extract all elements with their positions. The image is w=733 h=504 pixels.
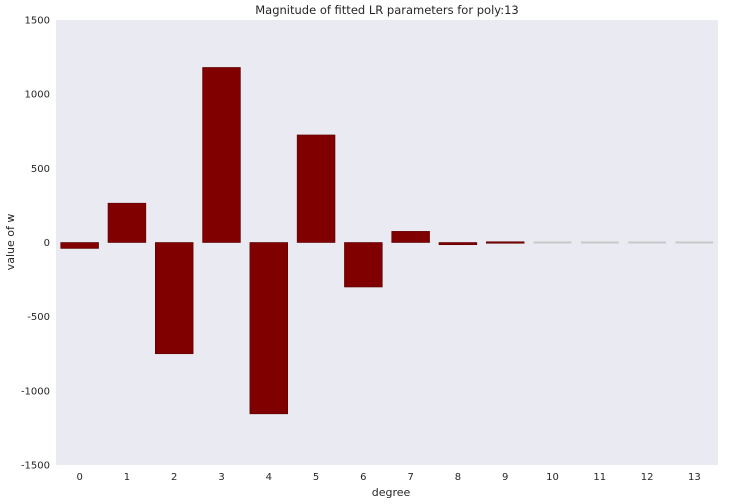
- x-tick-label: 7: [407, 472, 413, 483]
- bar-degree-2: [155, 242, 194, 355]
- x-tick-label: 8: [455, 472, 461, 483]
- x-tick-label: 11: [593, 472, 606, 483]
- bar-degree-3: [202, 67, 241, 243]
- bar-degree-9: [485, 241, 525, 244]
- bar-degree-13: [675, 241, 714, 244]
- bar-degree-1: [107, 202, 147, 243]
- bar-degree-12: [628, 241, 666, 244]
- bar-degree-8: [438, 242, 478, 246]
- x-tick-labels: 0 1 2 3 4 5 6 7 8 9 10 11 12 13: [76, 472, 700, 483]
- x-tick-label: 10: [546, 472, 559, 483]
- bars-group: [60, 67, 714, 415]
- x-tick-label: 12: [641, 472, 654, 483]
- x-tick-label: 5: [313, 472, 319, 483]
- y-tick-label: 1000: [25, 90, 50, 101]
- chart-title: Magnitude of fitted LR parameters for po…: [255, 3, 519, 17]
- x-tick-label: 9: [502, 472, 508, 483]
- bar-degree-10: [533, 241, 572, 244]
- y-tick-label: -1500: [21, 461, 50, 472]
- x-tick-label: 3: [218, 472, 224, 483]
- x-tick-label: 0: [76, 472, 82, 483]
- y-tick-labels: -1500 -1000 -500 0 500 1000 1500: [21, 16, 50, 472]
- bar-degree-4: [249, 242, 289, 415]
- y-tick-label: 500: [31, 164, 50, 175]
- x-tick-label: 1: [124, 472, 130, 483]
- y-tick-label: 1500: [25, 16, 50, 27]
- bar-degree-6: [344, 242, 383, 288]
- y-tick-label: -1000: [21, 386, 50, 397]
- bar-degree-11: [580, 241, 619, 244]
- y-tick-label: 0: [44, 238, 50, 249]
- bar-degree-0: [60, 242, 99, 249]
- x-tick-label: 6: [360, 472, 366, 483]
- bar-degree-7: [391, 231, 430, 243]
- y-axis-title: value of w: [4, 214, 17, 271]
- x-tick-label: 13: [688, 472, 701, 483]
- x-tick-label: 4: [266, 472, 272, 483]
- bar-degree-5: [296, 134, 336, 243]
- x-tick-label: 2: [171, 472, 177, 483]
- y-tick-label: -500: [27, 312, 50, 323]
- x-axis-title: degree: [372, 486, 411, 499]
